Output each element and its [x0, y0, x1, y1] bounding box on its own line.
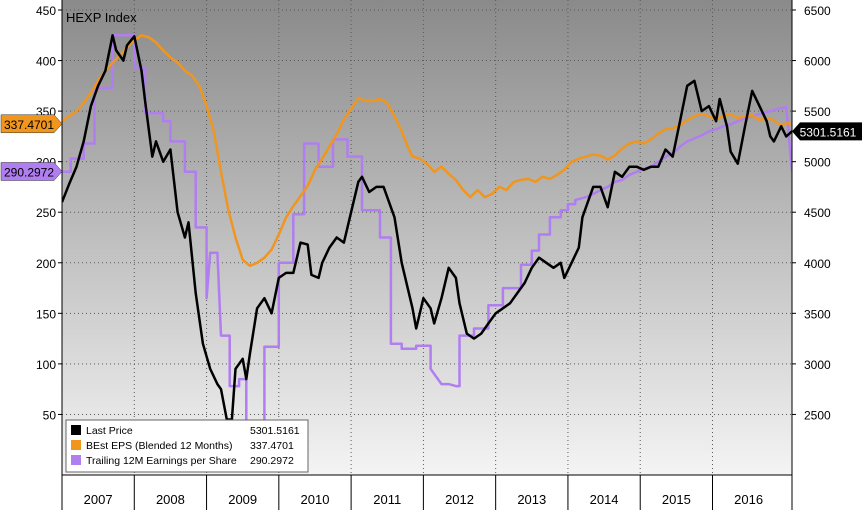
- plot-background: [62, 0, 792, 475]
- axes-labels: 5010015020025030035040045025003000350040…: [36, 4, 831, 510]
- left-tick-label: 450: [36, 4, 56, 18]
- last-value-tags: 5301.5161 337.4701 290.2972: [0, 114, 862, 181]
- right-tick-label: 5000: [804, 156, 831, 170]
- last-value-tag-bg: [0, 162, 63, 181]
- right-tick-label: 6500: [804, 4, 831, 18]
- series-layer: [62, 34, 792, 426]
- grid: [62, 0, 792, 475]
- left-tick-label: 400: [36, 55, 56, 69]
- legend-swatch: [71, 455, 81, 465]
- last-value-tag: 5301.5161: [800, 125, 857, 139]
- left-tick-label: 150: [36, 307, 56, 321]
- series-line-2: [62, 34, 792, 426]
- right-tick-label: 2500: [804, 408, 831, 422]
- chart-title: HEXP Index: [66, 10, 137, 25]
- x-tick-label: 2011: [373, 492, 401, 507]
- legend-swatch: [71, 425, 81, 435]
- legend-box: [65, 419, 309, 473]
- x-tick-label: 2008: [156, 492, 185, 507]
- right-tick-label: 3500: [804, 307, 831, 321]
- last-value-tag: 337.4701: [4, 118, 54, 132]
- x-tick-label: 2013: [517, 492, 546, 507]
- x-tick-label: 2007: [84, 492, 113, 507]
- series-line-1: [62, 34, 792, 268]
- right-tick-label: 5500: [804, 105, 831, 119]
- legend-value: 337.4701: [250, 440, 294, 452]
- series-line-0: [62, 34, 792, 421]
- legend-label: BEst EPS (Blended 12 Months): [86, 440, 233, 452]
- last-value-tag-bg: [0, 114, 63, 134]
- left-tick-label: 250: [36, 206, 56, 220]
- legend-value: 290.2972: [250, 455, 294, 467]
- x-tick-label: 2015: [662, 492, 691, 507]
- x-tick-label: 2014: [590, 492, 619, 507]
- right-tick-label: 4500: [804, 206, 831, 220]
- legend: Last Price 5301.5161 BEst EPS (Blended 12 …: [65, 419, 309, 473]
- left-tick-label: 100: [36, 358, 56, 372]
- x-tick-label: 2012: [445, 492, 474, 507]
- x-tick-label: 2016: [734, 492, 763, 507]
- left-tick-label: 50: [43, 408, 57, 422]
- right-tick-label: 6000: [804, 55, 831, 69]
- last-value-tag: 290.2972: [4, 165, 54, 179]
- legend-label: Last Price: [86, 425, 133, 437]
- x-tick-label: 2009: [228, 492, 257, 507]
- legend-value: 5301.5161: [250, 425, 300, 437]
- x-tick-label: 2010: [301, 492, 330, 507]
- legend-label: Trailing 12M Earnings per Share: [86, 455, 237, 467]
- legend-swatch: [71, 440, 81, 450]
- left-tick-label: 200: [36, 257, 56, 271]
- right-tick-label: 3000: [804, 358, 831, 372]
- right-tick-label: 4000: [804, 257, 831, 271]
- last-value-tag-bg: [792, 122, 862, 141]
